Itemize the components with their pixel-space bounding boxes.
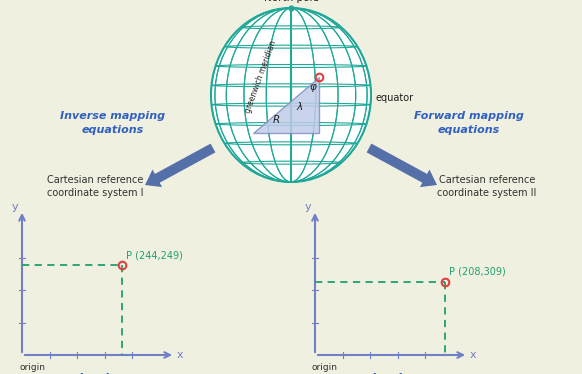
Text: Projection B: Projection B xyxy=(349,373,434,374)
Text: y: y xyxy=(304,202,311,212)
Text: Inverse mapping
equations: Inverse mapping equations xyxy=(61,111,165,135)
Text: P (208,309): P (208,309) xyxy=(449,267,506,277)
Text: origin: origin xyxy=(312,363,338,372)
Text: R: R xyxy=(273,115,281,125)
Polygon shape xyxy=(145,144,215,187)
Polygon shape xyxy=(253,77,319,133)
Text: Forward mapping
equations: Forward mapping equations xyxy=(414,111,524,135)
Text: y: y xyxy=(12,202,18,212)
Ellipse shape xyxy=(211,8,371,182)
Text: x: x xyxy=(177,350,184,360)
Text: equator: equator xyxy=(375,93,413,103)
Text: North pole: North pole xyxy=(264,0,318,3)
Text: x: x xyxy=(470,350,477,360)
Text: φ: φ xyxy=(309,82,316,92)
Polygon shape xyxy=(367,144,437,187)
Text: Cartesian reference
coordinate system II: Cartesian reference coordinate system II xyxy=(437,175,537,198)
Text: origin: origin xyxy=(19,363,45,372)
Text: Projection A: Projection A xyxy=(56,373,141,374)
Text: Cartesian reference
coordinate system I: Cartesian reference coordinate system I xyxy=(47,175,143,198)
Text: greenwich meridian: greenwich meridian xyxy=(244,40,278,114)
Text: P (244,249): P (244,249) xyxy=(126,250,183,260)
Text: λ: λ xyxy=(296,102,302,112)
